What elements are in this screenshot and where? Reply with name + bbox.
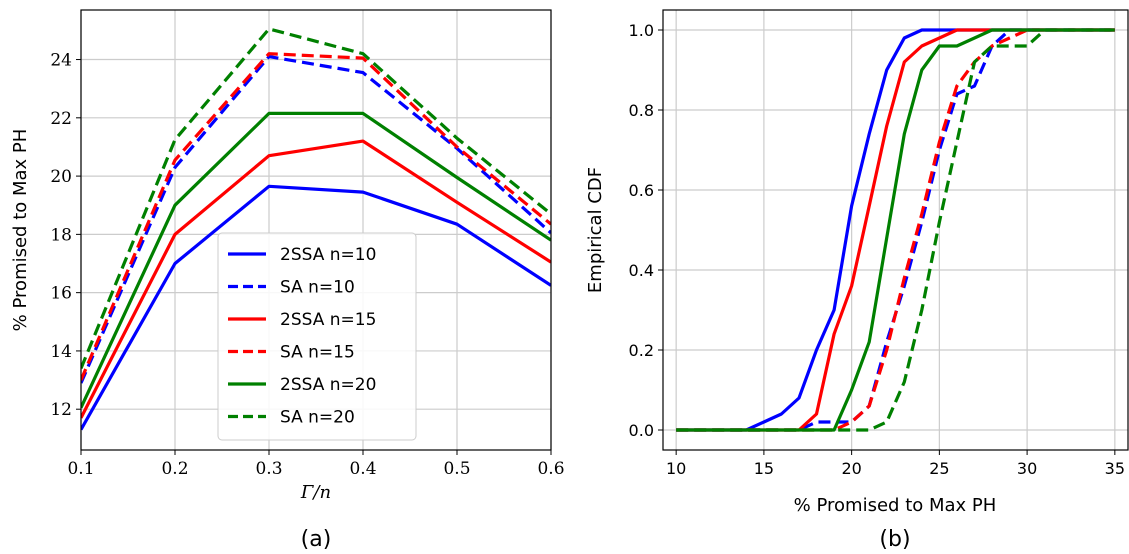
x-ticks-panel-a: 0.1 0.2 0.3 0.4 0.5 0.6 — [67, 450, 565, 479]
x-tick-label-panel-a: 0.4 — [349, 459, 376, 479]
x-axis-label-panel-a: Γ/n — [300, 482, 331, 503]
series-line-panel-b-sa-n-10 — [676, 28, 1115, 432]
series-line-panel-b-2ssa-n-10 — [676, 28, 1115, 432]
x-tick-label-panel-b: 10 — [666, 459, 686, 478]
y-axis-label-panel-b: Empirical CDF — [585, 167, 606, 293]
legend-label-2ssa-n-10: 2SSA n=10 — [280, 245, 376, 265]
y-tick-label-panel-a: 18 — [50, 225, 72, 245]
y-tick-label-panel-a: 22 — [50, 109, 72, 129]
chart-panel-a: 0.1 0.2 0.3 0.4 0.5 0.6 12 14 16 18 20 22 24 Γ/n % … — [10, 9, 565, 552]
x-tick-label-panel-b: 25 — [929, 459, 949, 478]
x-axis-label-panel-b: % Promised to Max PH — [794, 495, 997, 516]
grid-panel-b — [663, 10, 1128, 450]
y-tick-label-panel-a: 12 — [50, 400, 72, 420]
plot-frame-panel-a — [80, 9, 552, 451]
series-line-panel-a-sa-n-15 — [81, 52, 551, 381]
y-ticks-panel-b: 0.0 0.2 0.4 0.6 0.8 1.0 — [629, 21, 663, 440]
panel-caption-b: (b) — [879, 527, 910, 552]
series-line-panel-a-sa-n-10 — [81, 54, 551, 384]
y-tick-label-panel-b: 0.6 — [629, 181, 654, 200]
x-tick-label-panel-a: 0.2 — [161, 459, 188, 479]
y-tick-label-panel-b: 0.2 — [629, 341, 654, 360]
y-ticks-panel-a: 12 14 16 18 20 22 24 — [50, 51, 81, 420]
series-line-panel-b-sa-n-15 — [676, 28, 1115, 432]
x-ticks-panel-b: 10 15 20 25 30 35 — [666, 450, 1125, 478]
y-tick-label-panel-b: 0.4 — [629, 261, 654, 280]
series-line-panel-a-sa-n-20 — [81, 27, 551, 370]
legend-label-sa-n-10: SA n=10 — [280, 278, 355, 298]
plot-frame-panel-b — [662, 9, 1129, 451]
panel-caption-a: (a) — [301, 527, 332, 552]
x-tick-label-panel-b: 15 — [754, 459, 774, 478]
y-tick-label-panel-b: 0.0 — [629, 421, 654, 440]
x-tick-label-panel-b: 35 — [1105, 459, 1125, 478]
x-tick-label-panel-b: 20 — [841, 459, 861, 478]
series-line-panel-a-2ssa-n-10 — [81, 184, 551, 431]
series-line-panel-b-2ssa-n-20 — [676, 28, 1115, 432]
y-tick-label-panel-a: 24 — [50, 51, 72, 71]
chart-panel-b: 10 15 20 25 30 35 0.0 0.2 0.4 0.6 0.8 1.0 % Promis… — [585, 9, 1129, 552]
x-tick-label-panel-a: 0.6 — [537, 459, 564, 479]
series-line-panel-b-2ssa-n-15 — [676, 28, 1115, 432]
y-tick-label-panel-b: 0.8 — [629, 101, 654, 120]
series-lines-panel-b — [676, 28, 1115, 432]
y-tick-label-panel-a: 16 — [50, 284, 72, 304]
y-tick-label-panel-a: 20 — [50, 167, 72, 187]
y-axis-label-panel-a: % Promised to Max PH — [10, 129, 31, 332]
series-line-panel-a-2ssa-n-15 — [81, 139, 551, 419]
legend-label-2ssa-n-20: 2SSA n=20 — [280, 375, 376, 395]
legend-label-sa-n-15: SA n=15 — [280, 343, 355, 363]
legend-label-sa-n-20: SA n=20 — [280, 408, 355, 428]
legend-box — [217, 232, 417, 441]
x-tick-label-panel-a: 0.3 — [255, 459, 282, 479]
series-line-panel-a-2ssa-n-20 — [81, 111, 551, 409]
legend-panel-a: 2SSA n=10 SA n=10 2SSA n=15 SA n=15 2SSA n=2… — [217, 232, 417, 441]
x-tick-label-panel-b: 30 — [1017, 459, 1037, 478]
x-tick-label-panel-a: 0.5 — [443, 459, 470, 479]
x-tick-label-panel-a: 0.1 — [67, 459, 94, 479]
y-tick-label-panel-a: 14 — [50, 342, 72, 362]
legend-label-2ssa-n-15: 2SSA n=15 — [280, 310, 376, 330]
series-lines-panel-a — [81, 27, 551, 431]
y-tick-label-panel-b: 1.0 — [629, 21, 654, 40]
